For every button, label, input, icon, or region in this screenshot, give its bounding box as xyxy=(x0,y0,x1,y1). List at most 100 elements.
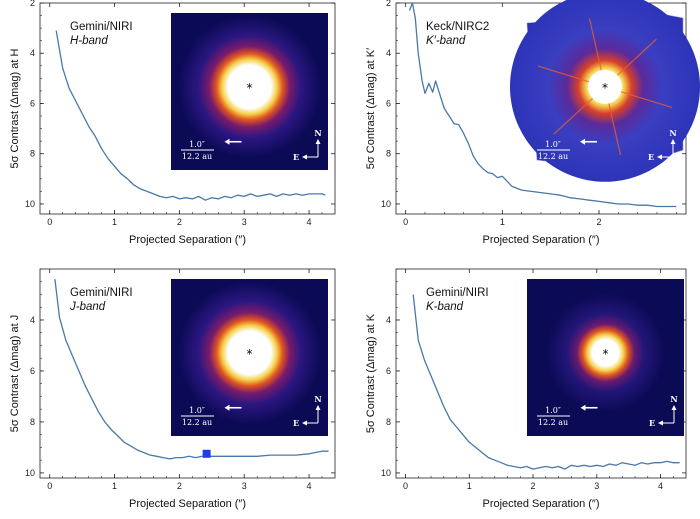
psf-halo xyxy=(545,292,666,413)
star-marker: * xyxy=(603,347,609,361)
y-tick-label: 6 xyxy=(30,98,35,108)
y-tick-label: 4 xyxy=(30,315,35,325)
instrument-label: Gemini/NIRI xyxy=(70,21,133,33)
y-axis-label: 5σ Contrast (Δmag) at J xyxy=(9,315,21,432)
x-tick-label: 3 xyxy=(594,481,599,491)
contrast-curve xyxy=(54,279,329,460)
compass-north-head xyxy=(671,405,677,410)
band-label: H-band xyxy=(70,35,108,47)
x-tick-label: 1 xyxy=(112,481,117,491)
compass-east-head xyxy=(657,154,662,160)
y-tick-label: 4 xyxy=(386,48,391,58)
x-axis-label: Projected Separation (″) xyxy=(129,498,246,510)
scale-bar-arcsec: 1.0″ xyxy=(189,140,205,149)
compass-east-head xyxy=(302,420,307,426)
inset-image: * 1.0″ 12.2 au N E xyxy=(171,279,328,436)
y-axis-label: 5σ Contrast (Δmag) at K′ xyxy=(365,48,377,169)
y-axis-label: 5σ Contrast (Δmag) at K xyxy=(365,313,377,433)
y-axis-label: 5σ Contrast (Δmag) at H xyxy=(9,49,21,169)
y-tick-label: 10 xyxy=(381,468,391,478)
y-tick-label: 8 xyxy=(30,149,35,159)
contrast-curve xyxy=(408,2,677,208)
compass-n-label: N xyxy=(314,128,321,138)
compass-e-label: E xyxy=(648,152,654,162)
x-tick-label: 2 xyxy=(177,481,182,491)
scale-bar-arcsec: 1.0″ xyxy=(545,140,561,149)
compass-east-head xyxy=(302,154,307,160)
companion-marker xyxy=(202,449,211,458)
star-marker: * xyxy=(247,81,253,95)
y-tick-label: 6 xyxy=(30,366,35,376)
panel-gemini-h: 0 1 2 3 4 2 4 6 8 10 Projected Separation (″) 5σ Co… xyxy=(9,0,336,246)
y-tick-label: 10 xyxy=(25,199,35,209)
instrument-label: Gemini/NIRI xyxy=(426,287,489,299)
compass-e-label: E xyxy=(293,152,299,162)
star-marker: * xyxy=(602,81,608,95)
star-marker: * xyxy=(247,347,253,361)
y-tick-label: 2 xyxy=(30,0,35,8)
instrument-label: Gemini/NIRI xyxy=(70,287,133,299)
panel-gemini-j: 0 1 2 3 4 4 6 8 10 Projected Separation (″) 5σ Con… xyxy=(9,268,336,510)
x-tick-label: 1 xyxy=(500,217,505,227)
x-axis-label: Projected Separation (″) xyxy=(129,234,246,246)
y-tick-label: 4 xyxy=(386,315,391,325)
companion-arrow-head xyxy=(580,404,586,411)
compass-n-label: N xyxy=(670,394,677,404)
compass-north-head xyxy=(315,405,321,410)
x-axis-label: Projected Separation (″) xyxy=(482,498,599,510)
x-tick-label: 0 xyxy=(403,217,408,227)
inset-image: * 1.0″ 12.2 au N E xyxy=(171,13,328,170)
x-tick-label: 4 xyxy=(307,217,312,227)
compass-e-label: E xyxy=(293,418,299,428)
scale-bar-au: 12.2 au xyxy=(538,418,568,427)
band-label: K′-band xyxy=(426,35,466,47)
instrument-label: Keck/NIRC2 xyxy=(426,21,489,33)
scale-bar-arcsec: 1.0″ xyxy=(189,406,205,415)
y-tick-label: 8 xyxy=(386,149,391,159)
y-tick-label: 10 xyxy=(25,468,35,478)
y-tick-label: 8 xyxy=(386,417,391,427)
x-tick-label: 4 xyxy=(307,481,312,491)
compass-east-head xyxy=(658,420,663,426)
companion-arrow-head xyxy=(580,138,585,145)
psf-halo xyxy=(177,280,322,425)
compass-n-label: N xyxy=(669,128,676,138)
scale-bar-au: 12.2 au xyxy=(538,152,568,161)
y-tick-label: 6 xyxy=(386,98,391,108)
inset-image: * 1.0″ 12.2 au N E xyxy=(510,0,700,182)
x-tick-label: 0 xyxy=(47,481,52,491)
x-tick-label: 3 xyxy=(242,481,247,491)
x-axis-label: Projected Separation (″) xyxy=(482,234,599,246)
x-tick-label: 2 xyxy=(177,217,182,227)
axes-frame xyxy=(395,268,687,479)
compass-n-label: N xyxy=(314,394,321,404)
companion-arrow-head xyxy=(224,138,230,145)
companion-arrow-head xyxy=(224,404,230,411)
band-label: K-band xyxy=(426,301,464,313)
scale-bar-arcsec: 1.0″ xyxy=(545,406,561,415)
axes-frame xyxy=(39,268,336,479)
psf-core xyxy=(588,69,622,104)
x-tick-label: 3 xyxy=(242,217,247,227)
x-tick-label: 2 xyxy=(531,481,536,491)
panel-gemini-k: 0 1 2 3 4 4 6 8 10 Projected Separation (″) 5σ Con… xyxy=(365,268,687,510)
scale-bar-au: 12.2 au xyxy=(182,418,212,427)
y-tick-label: 2 xyxy=(386,0,391,8)
psf-halo xyxy=(177,14,322,159)
compass-north-head xyxy=(670,139,676,144)
x-tick-label: 2 xyxy=(596,217,601,227)
axes-frame xyxy=(39,2,336,215)
x-tick-label: 0 xyxy=(403,481,408,491)
scale-bar-au: 12.2 au xyxy=(182,152,212,161)
x-tick-label: 0 xyxy=(47,217,52,227)
compass-north-head xyxy=(315,139,321,144)
contrast-curve xyxy=(55,30,326,201)
y-tick-label: 10 xyxy=(381,199,391,209)
band-label: J-band xyxy=(69,301,106,313)
y-tick-label: 6 xyxy=(386,366,391,376)
y-tick-label: 4 xyxy=(30,48,35,58)
x-tick-label: 1 xyxy=(467,481,472,491)
x-tick-label: 1 xyxy=(112,217,117,227)
compass-e-label: E xyxy=(649,418,655,428)
